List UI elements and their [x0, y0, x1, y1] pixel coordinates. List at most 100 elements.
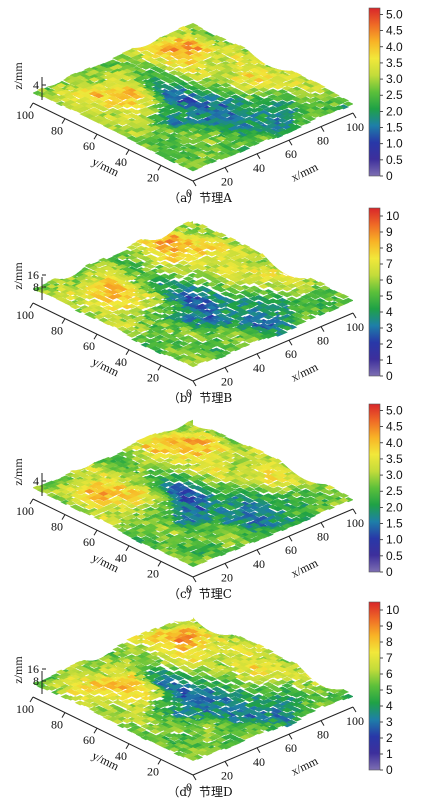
surface-cell: [220, 658, 232, 664]
surface-cell: [182, 55, 194, 61]
surface-cell: [84, 300, 95, 306]
surface-cell: [149, 234, 161, 240]
surface-cell: [168, 484, 180, 490]
colorbar-tick-label: 3: [386, 321, 393, 335]
surface-cell: [211, 143, 222, 149]
surface-cell: [291, 101, 302, 107]
surface-cell: [93, 271, 105, 277]
surface-cell: [187, 161, 199, 167]
surface-cell: [131, 501, 142, 506]
surface-cell: [164, 128, 175, 134]
surface-cell: [244, 279, 255, 285]
surface-cell: [140, 651, 152, 657]
x-tick: [192, 380, 197, 387]
surface-cell: [98, 106, 110, 112]
surface-cell: [211, 147, 222, 153]
surface-cell: [168, 247, 180, 253]
surface-cell: [215, 474, 227, 480]
surface-cell: [93, 504, 105, 510]
surface-cell: [107, 507, 119, 513]
surface-cell: [272, 506, 284, 512]
surface-cell: [286, 283, 298, 289]
surface-cell: [131, 258, 142, 264]
surface-cell: [220, 668, 232, 674]
colorbar-tick-label: 10: [386, 603, 400, 617]
surface-cell: [248, 59, 260, 65]
panel-d: 02040608010020406080100816x/mmy/mmz/mm（d…: [11, 601, 400, 799]
surface-cell: [281, 506, 293, 512]
surface-cell: [192, 310, 204, 316]
surface-cell: [196, 313, 208, 319]
surface-cell: [154, 631, 166, 637]
surface-cell: [211, 54, 222, 60]
surface-cell: [196, 482, 208, 488]
surface-cell: [154, 245, 166, 251]
surface-cell: [220, 68, 232, 74]
surface-cell: [281, 676, 293, 682]
x-tick-label: 80: [317, 134, 329, 148]
surface-cell: [149, 638, 161, 644]
surface-cell: [248, 460, 260, 466]
colorbar-tick-label: 3.5: [386, 452, 403, 466]
surface-cell: [126, 463, 138, 469]
surface-cell: [159, 322, 171, 328]
x-tick-label: 60: [285, 147, 297, 161]
surface-cell: [267, 518, 279, 524]
surface-cell: [168, 284, 180, 290]
surface-cell: [196, 80, 208, 85]
surface-cell: [295, 120, 307, 126]
surface-cell: [168, 665, 180, 671]
surface-cell: [98, 257, 110, 263]
surface-cell: [305, 98, 317, 104]
surface-cell: [187, 68, 199, 74]
surface-cell: [192, 334, 204, 340]
surface-cell: [84, 294, 95, 300]
surface-cell: [164, 309, 175, 315]
surface-cell: [215, 276, 227, 282]
surface-cell: [258, 488, 270, 494]
surface-cell: [281, 670, 293, 676]
surface-cell: [220, 489, 232, 495]
x-tick: [224, 367, 229, 373]
surface-cell: [324, 490, 335, 495]
surface-cell: [140, 64, 152, 70]
surface-cell: [164, 55, 175, 61]
surface-cell: [291, 269, 302, 275]
surface-cell: [187, 166, 199, 172]
surface-cell: [291, 675, 302, 681]
surface-cell: [267, 666, 279, 672]
surface-cell: [178, 455, 190, 461]
surface-cell: [126, 52, 138, 58]
surface-cell: [145, 532, 157, 538]
surface-cell: [276, 310, 288, 316]
surface-cell: [309, 112, 321, 118]
colorbar-tick-label: 1.0: [386, 137, 403, 151]
surface-cell: [206, 281, 218, 287]
surface-cell: [112, 304, 124, 310]
surface-cell: [220, 339, 232, 345]
colorbar-tick-label: 0.5: [386, 153, 403, 167]
surface-cell: [126, 533, 138, 539]
surface-cell: [187, 73, 199, 79]
surface-cell: [215, 303, 227, 309]
surface-cell: [253, 449, 265, 455]
surface-cell: [338, 493, 350, 499]
surface-cell: [168, 242, 180, 248]
surface-cell: [201, 661, 213, 667]
surface-cell: [244, 498, 255, 504]
panel-b: 02040608010020406080100816x/mmy/mmz/mm（b…: [11, 207, 400, 405]
surface-cell: [140, 250, 152, 256]
surface-cell: [258, 104, 270, 110]
surface-cell: [220, 477, 232, 483]
surface-cell: [173, 468, 185, 474]
surface-cell: [253, 137, 265, 143]
surface-cell: [55, 286, 67, 292]
surface-cell: [206, 623, 218, 629]
x-tick: [288, 139, 293, 146]
surface-cell: [267, 277, 279, 283]
surface-cell: [229, 67, 241, 73]
surface-cell: [215, 447, 227, 453]
surface-cell: [239, 268, 251, 274]
surface-cell: [229, 662, 241, 668]
surface-cell: [248, 664, 260, 670]
